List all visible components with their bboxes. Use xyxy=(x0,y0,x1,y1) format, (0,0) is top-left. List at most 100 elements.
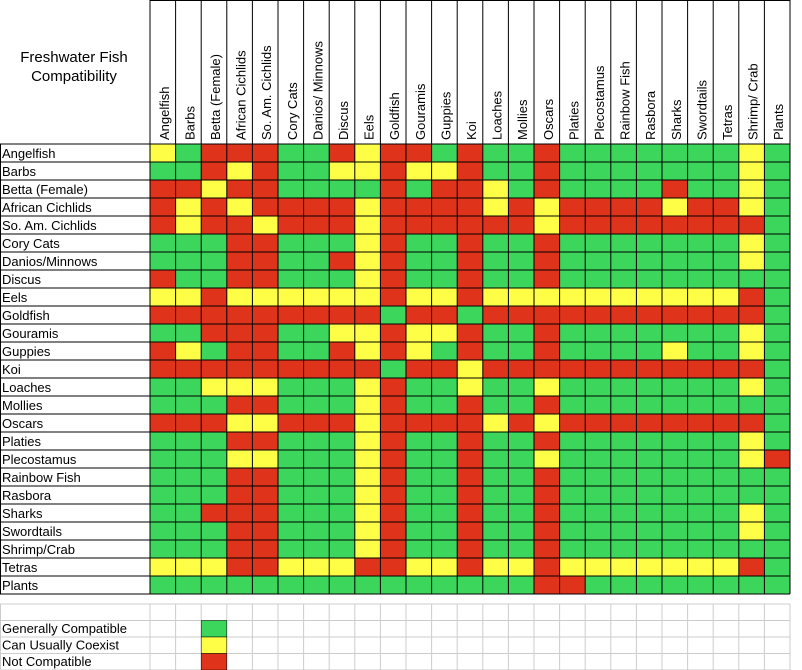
cell-16-0 xyxy=(150,432,176,450)
cell-14-19 xyxy=(636,396,662,414)
cell-20-13 xyxy=(482,504,509,522)
cell-2-23 xyxy=(738,180,765,198)
cell-15-2 xyxy=(201,414,227,432)
cell-20-9 xyxy=(380,504,406,522)
cell-10-8 xyxy=(354,324,381,342)
cell-10-9 xyxy=(380,324,406,342)
cell-21-7 xyxy=(329,522,355,540)
cell-9-1 xyxy=(175,306,202,324)
cell-8-7 xyxy=(329,288,355,306)
cell-16-12 xyxy=(457,432,483,450)
cell-15-7 xyxy=(329,414,355,432)
cell-14-4 xyxy=(252,396,278,414)
cell-5-20 xyxy=(662,234,688,252)
cell-5-24 xyxy=(764,234,790,252)
cell-10-12 xyxy=(457,324,483,342)
cell-6-0 xyxy=(150,252,176,270)
cell-5-12 xyxy=(457,234,483,252)
cell-4-15 xyxy=(534,216,560,234)
cell-9-6 xyxy=(303,306,330,324)
column-label: Shrimp/ Crab xyxy=(746,63,761,140)
cell-22-22 xyxy=(713,540,739,558)
cell-20-14 xyxy=(508,504,534,522)
cell-0-9 xyxy=(380,144,406,162)
cell-8-16 xyxy=(559,288,586,306)
cell-10-0 xyxy=(150,324,176,342)
cell-11-16 xyxy=(559,342,586,360)
cell-0-4 xyxy=(252,144,278,162)
cell-5-11 xyxy=(431,234,458,252)
cell-6-1 xyxy=(175,252,202,270)
row-label: Guppies xyxy=(2,344,51,359)
cell-20-6 xyxy=(303,504,330,522)
cell-20-24 xyxy=(764,504,790,522)
cell-12-18 xyxy=(610,360,637,378)
cell-5-5 xyxy=(278,234,304,252)
cell-14-3 xyxy=(226,396,253,414)
cell-0-24 xyxy=(764,144,790,162)
cell-2-19 xyxy=(636,180,662,198)
cell-5-1 xyxy=(175,234,202,252)
row-label: Cory Cats xyxy=(2,236,60,251)
cell-1-1 xyxy=(175,162,202,180)
cell-20-17 xyxy=(585,504,611,522)
cell-17-22 xyxy=(713,450,739,468)
cell-14-17 xyxy=(585,396,611,414)
cell-10-15 xyxy=(534,324,560,342)
cell-12-15 xyxy=(534,360,560,378)
cell-14-1 xyxy=(175,396,202,414)
cell-21-21 xyxy=(687,522,714,540)
cell-4-8 xyxy=(354,216,381,234)
cell-9-9 xyxy=(380,306,406,324)
column-label: Betta (Female) xyxy=(208,54,223,140)
cell-20-18 xyxy=(610,504,637,522)
cell-19-9 xyxy=(380,486,406,504)
cell-18-12 xyxy=(457,468,483,486)
cell-6-22 xyxy=(713,252,739,270)
cell-10-5 xyxy=(278,324,304,342)
cell-4-24 xyxy=(764,216,790,234)
cell-5-23 xyxy=(738,234,765,252)
cell-14-24 xyxy=(764,396,790,414)
cell-12-4 xyxy=(252,360,278,378)
cell-3-5 xyxy=(278,198,304,216)
cell-1-8 xyxy=(354,162,381,180)
cell-11-12 xyxy=(457,342,483,360)
row-label: So. Am. Cichlids xyxy=(2,218,97,233)
cell-6-14 xyxy=(508,252,534,270)
legend-swatch-Y xyxy=(200,636,228,654)
cell-4-18 xyxy=(610,216,637,234)
cell-22-8 xyxy=(354,540,381,558)
column-label: African Cichlids xyxy=(234,50,249,140)
cell-16-15 xyxy=(534,432,560,450)
cell-1-14 xyxy=(508,162,534,180)
cell-2-22 xyxy=(713,180,739,198)
column-label: Discus xyxy=(336,100,351,140)
cell-2-16 xyxy=(559,180,586,198)
cell-5-13 xyxy=(482,234,509,252)
cell-24-15 xyxy=(534,576,560,594)
cell-6-19 xyxy=(636,252,662,270)
cell-14-23 xyxy=(738,396,765,414)
cell-16-1 xyxy=(175,432,202,450)
cell-14-16 xyxy=(559,396,586,414)
cell-14-5 xyxy=(278,396,304,414)
cell-17-5 xyxy=(278,450,304,468)
cell-3-21 xyxy=(687,198,714,216)
cell-13-20 xyxy=(662,378,688,396)
cell-1-16 xyxy=(559,162,586,180)
column-label: Sharks xyxy=(669,99,684,140)
row-label: Loaches xyxy=(2,380,52,395)
cell-24-6 xyxy=(303,576,330,594)
row-label: Tetras xyxy=(2,560,38,575)
cell-14-15 xyxy=(534,396,560,414)
cell-7-22 xyxy=(713,270,739,288)
cell-15-9 xyxy=(380,414,406,432)
cell-2-4 xyxy=(252,180,278,198)
cell-13-19 xyxy=(636,378,662,396)
cell-4-17 xyxy=(585,216,611,234)
cell-13-1 xyxy=(175,378,202,396)
cell-18-23 xyxy=(738,468,765,486)
cell-18-11 xyxy=(431,468,458,486)
cell-9-5 xyxy=(278,306,304,324)
